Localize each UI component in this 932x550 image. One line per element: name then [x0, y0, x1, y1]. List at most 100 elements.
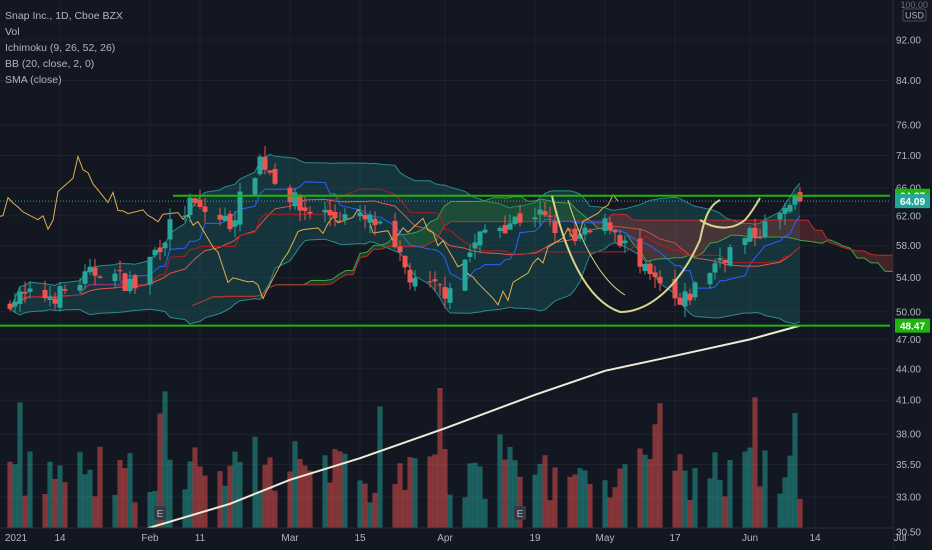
candle-body: [682, 291, 688, 307]
price-tick-label: 47.00: [896, 335, 921, 346]
candle-body: [647, 263, 653, 275]
cloud-segment: [381, 242, 388, 250]
time-tick-label: Jul: [894, 533, 907, 544]
earnings-marker-label: E: [157, 509, 164, 520]
candle-body: [17, 291, 23, 304]
cloud-segment: [801, 220, 808, 242]
cloud-segment: [794, 220, 801, 241]
volume-bar: [112, 494, 118, 528]
candle: [617, 230, 623, 248]
candle: [152, 246, 158, 258]
currency-label: USD: [905, 11, 925, 21]
candle: [92, 258, 98, 286]
candle-body: [532, 217, 538, 220]
volume-bar: [472, 462, 478, 528]
candle-body: [147, 256, 153, 285]
candle-body: [782, 207, 788, 214]
candle-body: [157, 247, 163, 252]
volume-bar: [727, 459, 733, 528]
volume-bar: [252, 436, 258, 528]
drawings: [551, 195, 761, 314]
candle: [537, 201, 543, 226]
candle: [602, 214, 608, 235]
volume-bar: [82, 474, 88, 528]
candle: [122, 272, 128, 291]
cloud-segment: [787, 220, 794, 239]
candle-body: [792, 194, 798, 205]
candle: [82, 264, 88, 290]
volume-bar: [442, 448, 448, 528]
cloud-segment: [493, 197, 500, 222]
candle: [397, 240, 403, 261]
candle: [197, 189, 203, 210]
volume-bar: [512, 460, 518, 528]
volume-bar: [397, 463, 403, 528]
time-tick-label: 14: [809, 533, 821, 544]
cloud-segment: [724, 220, 731, 239]
candle-body: [367, 214, 373, 223]
volume-bar: [237, 462, 243, 528]
volume-bar: [462, 497, 468, 528]
cloud-segment: [871, 254, 878, 263]
candle-body: [182, 215, 188, 218]
candle-body: [512, 216, 518, 224]
cloud-segment: [773, 220, 780, 237]
volume-bar: [547, 500, 553, 528]
price-tick-label: 38.00: [896, 430, 921, 441]
cloud-segment: [766, 220, 773, 237]
candle-body: [537, 209, 543, 215]
volume-bar: [587, 483, 593, 528]
volume-bar: [582, 470, 588, 528]
price-tick-label: 35.50: [896, 460, 921, 471]
cloud-segment: [717, 220, 724, 243]
volume-bar: [672, 470, 678, 528]
candle-body: [117, 270, 123, 272]
chart-legend: Snap Inc., 1D, Cboe BZX Vol Ichimoku (9,…: [5, 8, 123, 88]
cloud-segment: [409, 232, 416, 247]
volume-bar: [752, 397, 758, 528]
candle: [62, 284, 68, 294]
candle: [367, 211, 373, 234]
candle-body: [217, 214, 223, 220]
candle-body: [342, 214, 348, 220]
volume-bar: [392, 483, 398, 528]
volume-bar: [427, 456, 433, 528]
candle-body: [152, 249, 158, 256]
candle: [372, 211, 378, 236]
candle: [12, 293, 18, 313]
candle-body: [82, 271, 88, 284]
volume-bars: [7, 388, 803, 528]
cloud-segment: [311, 280, 318, 285]
volume-bar: [97, 446, 103, 528]
candle-body: [752, 227, 758, 239]
candle-body: [372, 218, 378, 226]
cloud-segment: [857, 250, 864, 258]
candle-body: [657, 276, 663, 284]
volume-bar: [62, 482, 68, 528]
candle: [727, 244, 733, 268]
horizontal-lines: [0, 194, 890, 327]
candle: [587, 228, 593, 234]
cloud-segment: [563, 202, 570, 222]
candle: [687, 288, 693, 306]
volume-bar: [612, 487, 618, 528]
candle-body: [672, 278, 678, 299]
candle-body: [472, 242, 478, 249]
volume-bar: [42, 494, 48, 528]
candle-body: [777, 213, 783, 220]
candle: [327, 199, 333, 227]
candle-body: [167, 219, 173, 240]
price-tick-label: 41.00: [896, 396, 921, 407]
volume-bar: [777, 493, 783, 528]
price-tick-label: 92.00: [896, 36, 921, 47]
candle-body: [232, 220, 238, 227]
candle: [582, 224, 588, 242]
candle-body: [547, 215, 553, 217]
cloud-segment: [654, 220, 661, 260]
volume-bar: [322, 455, 328, 528]
cloud-segment: [682, 220, 689, 258]
price-label: 64.09: [895, 194, 930, 209]
candle: [57, 282, 63, 312]
candle: [502, 215, 508, 234]
